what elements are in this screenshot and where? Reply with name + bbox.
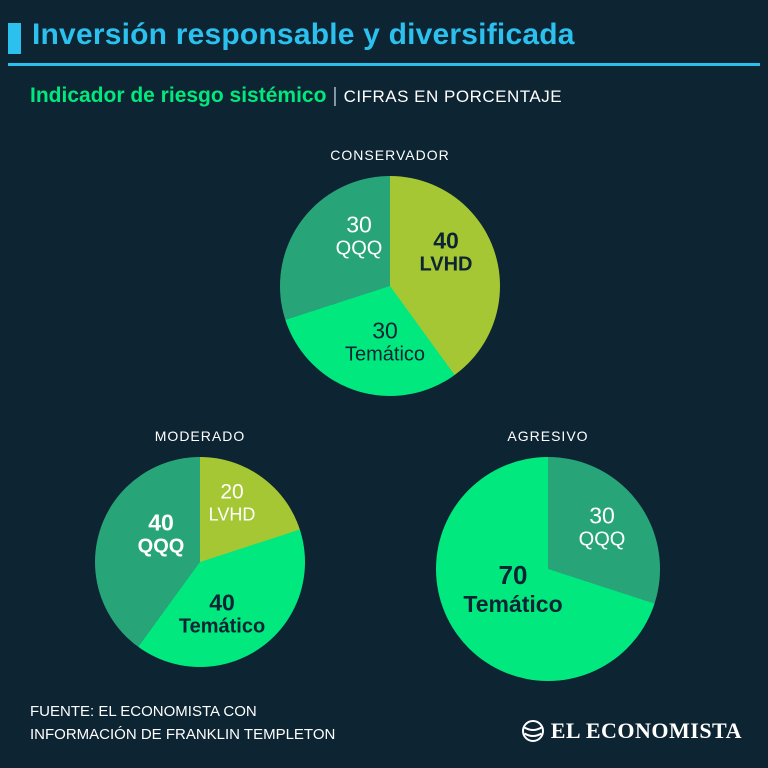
slice-value: 30 (346, 211, 372, 238)
slice-label-lvhd: 20 LVHD (209, 481, 256, 526)
chart-title-moderado: MODERADO (154, 428, 246, 444)
source-note: FUENTE: EL ECONOMISTA CON INFORMACIÓN DE… (30, 700, 335, 747)
slice-name: Temático (463, 590, 563, 617)
chart-title-conservador: CONSERVADOR (330, 147, 450, 163)
source-line-1: FUENTE: EL ECONOMISTA CON (30, 703, 257, 720)
pie-chart-agresivo: AGRESIVO 30 QQQ 70 Temático (436, 428, 660, 681)
slice-name: LVHD (419, 253, 473, 276)
el-economista-globe-icon (521, 720, 544, 742)
subtitle: Indicador de riesgo sistémico | CIFRAS EN … (30, 84, 562, 108)
slice-value: 20 (220, 480, 244, 504)
source-line-2: INFORMACIÓN DE FRANKLIN TEMPLETON (30, 726, 336, 744)
subtitle-note: CIFRAS EN PORCENTAJE (343, 87, 563, 106)
slice-label-qqq: 40 QQQ (138, 509, 185, 558)
page-title: Inversión responsable y diversificada (32, 18, 575, 51)
pie-agresivo: 30 QQQ 70 Temático (436, 457, 660, 681)
subtitle-text: Indicador de riesgo sistémico (30, 84, 327, 107)
chart-title-agresivo: AGRESIVO (507, 428, 589, 444)
slice-label-lvhd: 40 LVHD (420, 227, 473, 276)
slice-name: QQQ (578, 528, 626, 551)
logo-text: EL ECONOMISTA (550, 718, 742, 743)
subtitle-separator: | (332, 85, 338, 107)
slice-label-qqq: 30 QQQ (336, 211, 383, 260)
slice-label-tematico: 30 Temático (345, 317, 425, 366)
slice-value: 40 (433, 227, 459, 254)
slice-label-tematico: 40 Temático (179, 589, 265, 638)
pie-moderado: 20 LVHD 40 QQQ 40 Temático (95, 457, 305, 667)
slice-name: QQQ (335, 237, 383, 260)
slice-name: Temático (178, 615, 266, 638)
slice-value: 30 (372, 317, 398, 344)
slice-label-tematico: 70 Temático (463, 559, 563, 617)
slice-value: 40 (148, 509, 174, 536)
slice-label-qqq: 30 QQQ (579, 502, 626, 551)
pie-chart-moderado: MODERADO 20 LVHD 40 QQQ 40 Temático (95, 428, 305, 667)
slice-value: 70 (498, 559, 528, 590)
title-accent-bar (8, 23, 21, 54)
slice-name: LVHD (208, 504, 256, 525)
pie-conservador: 30 QQQ 40 LVHD 30 Temático (280, 176, 500, 396)
slice-name: Temático (344, 343, 426, 366)
pie-chart-conservador: CONSERVADOR 30 QQQ 40 LVHD 30 Temático (280, 147, 500, 396)
slice-name: QQQ (137, 535, 185, 558)
slice-value: 40 (209, 589, 235, 616)
slice-value: 30 (589, 502, 615, 529)
header-divider-line (8, 63, 760, 66)
el-economista-logo: EL ECONOMISTA (521, 718, 742, 744)
